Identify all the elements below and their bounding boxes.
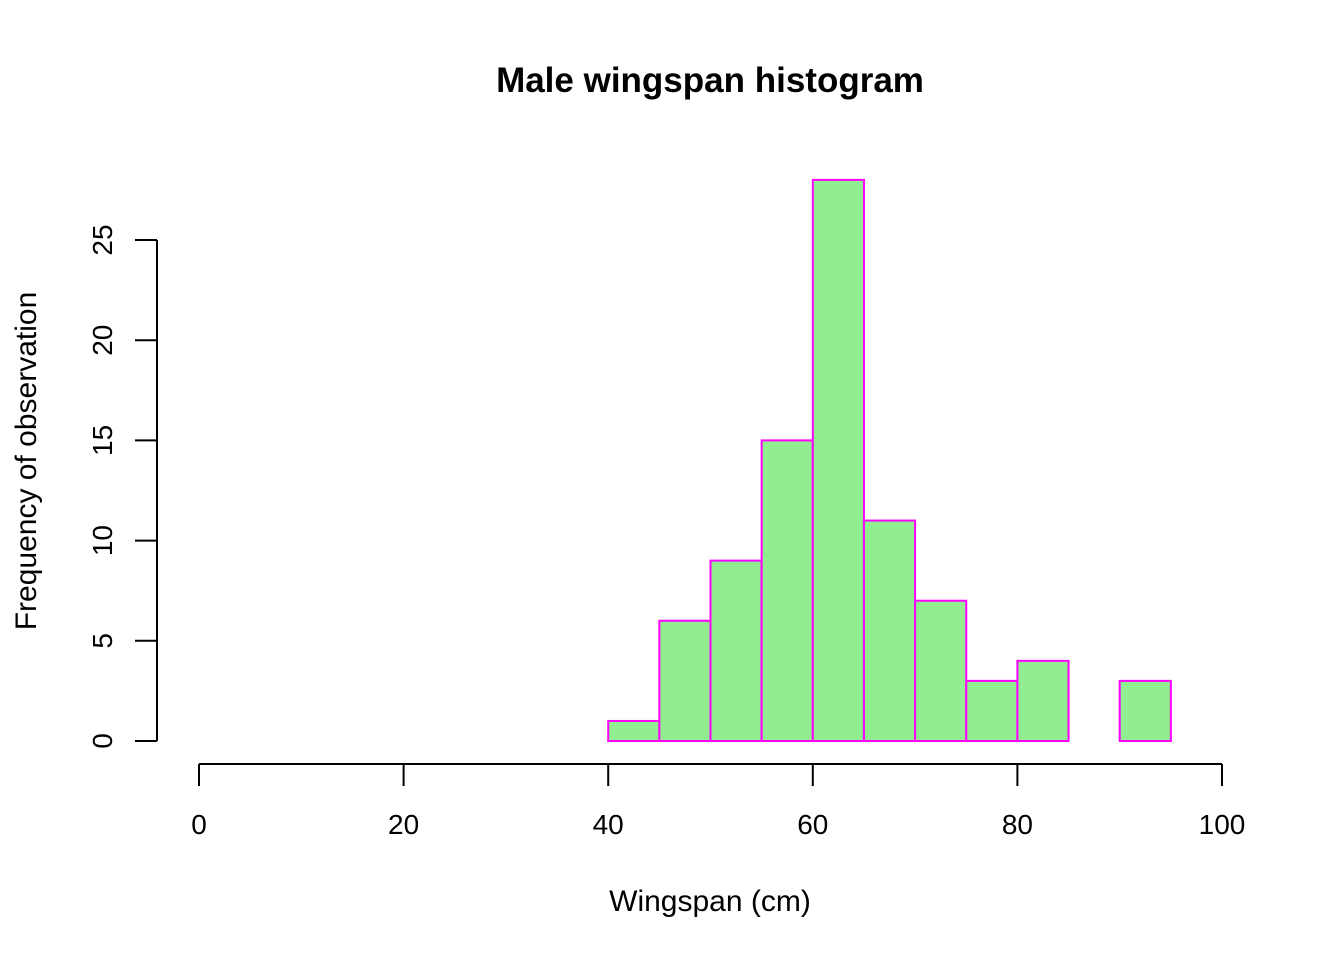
y-tick-label: 10 [87,525,118,556]
x-tick-label: 20 [388,809,419,840]
y-tick-label: 20 [87,325,118,356]
histogram-bar-40-45 [607,719,661,743]
histogram-bars [607,178,1172,743]
histogram-bar-90-95 [1118,679,1172,743]
histogram-bar-70-75 [914,599,968,742]
histogram-bar-50-55 [709,559,763,743]
x-tick-label: 100 [1199,809,1246,840]
y-axis: 0 5 10 15 20 25 [87,224,158,749]
histogram-bar-80-85 [1016,659,1070,743]
x-tick-label: 0 [191,809,207,840]
x-tick-label: 80 [1002,809,1033,840]
histogram-bar-65-70 [862,519,917,742]
histogram-bar-60-65 [811,178,865,742]
y-tick-label: 0 [87,733,118,749]
y-tick-label: 25 [87,224,118,255]
y-axis-label: Frequency of observation [10,292,43,631]
x-tick-label: 40 [593,809,624,840]
histogram-bar-45-50 [658,619,712,743]
x-axis-label: Wingspan (cm) [609,885,811,918]
histogram-bar-75-80 [965,679,1019,743]
chart-title: Male wingspan histogram [496,61,924,100]
y-tick-label: 15 [87,425,118,456]
x-axis: 0 20 40 60 80 100 [191,763,1246,840]
y-tick-label: 5 [87,633,118,649]
histogram-bar-55-60 [760,439,814,742]
x-tick-label: 60 [797,809,828,840]
